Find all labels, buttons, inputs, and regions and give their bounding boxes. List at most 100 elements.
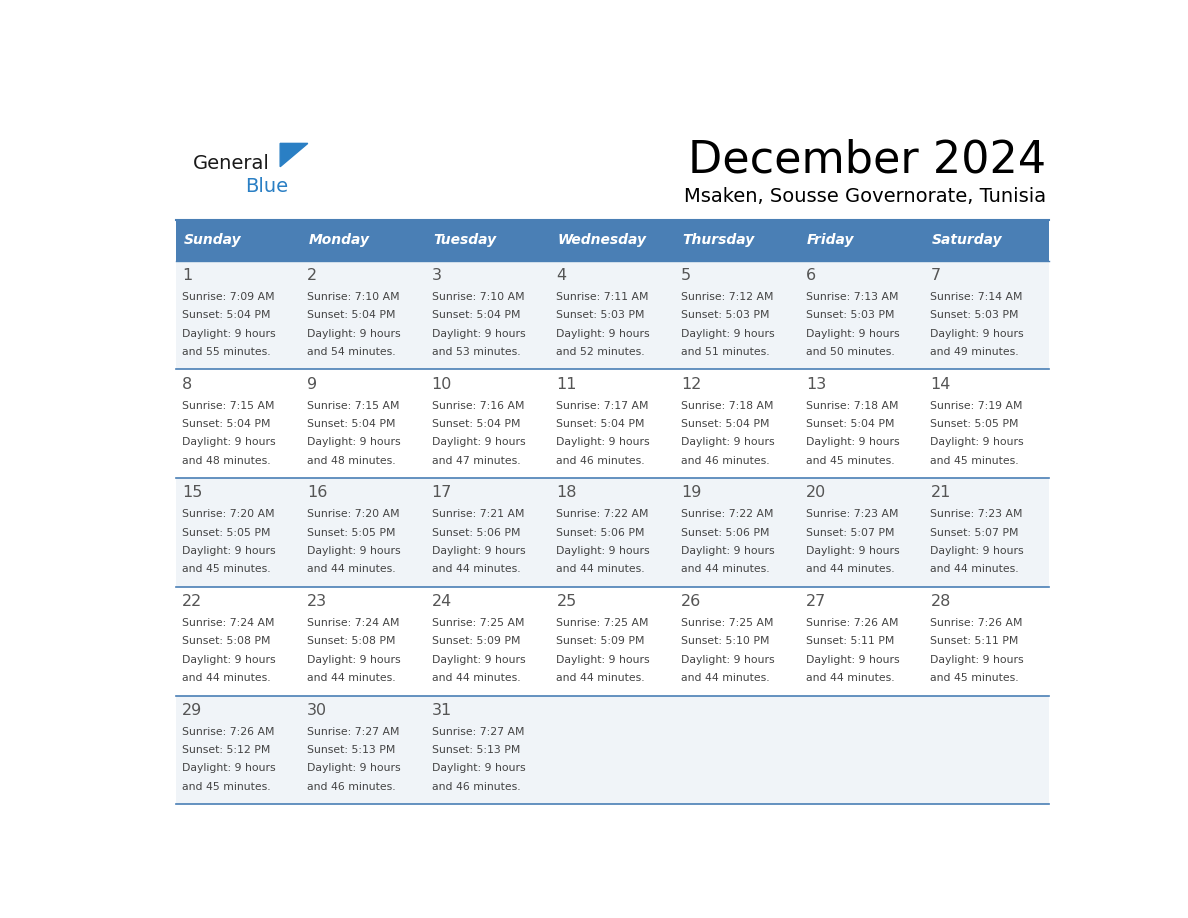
Text: 2: 2 <box>307 268 317 283</box>
FancyBboxPatch shape <box>301 587 425 696</box>
Text: 12: 12 <box>681 376 701 391</box>
Text: Daylight: 9 hours: Daylight: 9 hours <box>307 546 400 556</box>
Text: and 44 minutes.: and 44 minutes. <box>681 673 770 683</box>
Text: Tuesday: Tuesday <box>432 233 497 247</box>
FancyBboxPatch shape <box>425 478 550 587</box>
Text: Daylight: 9 hours: Daylight: 9 hours <box>182 329 276 339</box>
FancyBboxPatch shape <box>800 261 924 369</box>
FancyBboxPatch shape <box>924 478 1049 587</box>
Text: Blue: Blue <box>245 177 289 196</box>
Text: Sunset: 5:04 PM: Sunset: 5:04 PM <box>307 310 396 320</box>
Text: 20: 20 <box>805 486 826 500</box>
Text: December 2024: December 2024 <box>688 138 1047 181</box>
Text: Sunrise: 7:22 AM: Sunrise: 7:22 AM <box>556 509 649 520</box>
Text: Sunrise: 7:11 AM: Sunrise: 7:11 AM <box>556 292 649 302</box>
Text: Daylight: 9 hours: Daylight: 9 hours <box>930 546 1024 556</box>
Text: and 44 minutes.: and 44 minutes. <box>307 673 396 683</box>
Text: Sunset: 5:04 PM: Sunset: 5:04 PM <box>307 419 396 429</box>
Text: 21: 21 <box>930 486 950 500</box>
FancyBboxPatch shape <box>301 369 425 478</box>
FancyBboxPatch shape <box>675 219 800 261</box>
Text: Sunday: Sunday <box>184 233 241 247</box>
Text: and 45 minutes.: and 45 minutes. <box>182 782 271 792</box>
Text: 7: 7 <box>930 268 941 283</box>
Text: Sunset: 5:04 PM: Sunset: 5:04 PM <box>805 419 895 429</box>
Text: 9: 9 <box>307 376 317 391</box>
Text: Sunrise: 7:09 AM: Sunrise: 7:09 AM <box>182 292 274 302</box>
Text: Sunset: 5:08 PM: Sunset: 5:08 PM <box>307 636 396 646</box>
Text: 31: 31 <box>431 702 451 718</box>
Text: Sunset: 5:06 PM: Sunset: 5:06 PM <box>556 528 645 538</box>
Text: Sunset: 5:06 PM: Sunset: 5:06 PM <box>681 528 770 538</box>
Text: 6: 6 <box>805 268 816 283</box>
Text: and 54 minutes.: and 54 minutes. <box>307 347 396 357</box>
FancyBboxPatch shape <box>924 219 1049 261</box>
Text: Sunrise: 7:15 AM: Sunrise: 7:15 AM <box>307 400 399 410</box>
Text: Sunset: 5:03 PM: Sunset: 5:03 PM <box>556 310 645 320</box>
Text: Sunset: 5:04 PM: Sunset: 5:04 PM <box>182 310 271 320</box>
Text: Sunrise: 7:25 AM: Sunrise: 7:25 AM <box>431 618 524 628</box>
Text: 23: 23 <box>307 594 327 609</box>
Text: Sunrise: 7:24 AM: Sunrise: 7:24 AM <box>307 618 399 628</box>
FancyBboxPatch shape <box>675 369 800 478</box>
Text: 26: 26 <box>681 594 701 609</box>
Text: Daylight: 9 hours: Daylight: 9 hours <box>681 546 775 556</box>
Text: and 44 minutes.: and 44 minutes. <box>182 673 271 683</box>
Text: Daylight: 9 hours: Daylight: 9 hours <box>431 329 525 339</box>
Text: 27: 27 <box>805 594 826 609</box>
Text: Daylight: 9 hours: Daylight: 9 hours <box>556 655 650 665</box>
Text: Sunset: 5:05 PM: Sunset: 5:05 PM <box>182 528 271 538</box>
FancyBboxPatch shape <box>924 696 1049 804</box>
Text: Sunrise: 7:19 AM: Sunrise: 7:19 AM <box>930 400 1023 410</box>
Text: and 52 minutes.: and 52 minutes. <box>556 347 645 357</box>
Text: Sunset: 5:12 PM: Sunset: 5:12 PM <box>182 745 271 756</box>
Text: and 44 minutes.: and 44 minutes. <box>431 565 520 575</box>
Text: Sunset: 5:04 PM: Sunset: 5:04 PM <box>431 310 520 320</box>
Text: Sunset: 5:04 PM: Sunset: 5:04 PM <box>556 419 645 429</box>
FancyBboxPatch shape <box>425 369 550 478</box>
Text: Sunrise: 7:13 AM: Sunrise: 7:13 AM <box>805 292 898 302</box>
FancyBboxPatch shape <box>675 261 800 369</box>
Text: and 45 minutes.: and 45 minutes. <box>930 673 1019 683</box>
Text: and 47 minutes.: and 47 minutes. <box>431 455 520 465</box>
Text: and 45 minutes.: and 45 minutes. <box>930 455 1019 465</box>
Text: Daylight: 9 hours: Daylight: 9 hours <box>307 329 400 339</box>
Text: Sunset: 5:13 PM: Sunset: 5:13 PM <box>307 745 396 756</box>
Text: and 45 minutes.: and 45 minutes. <box>805 455 895 465</box>
Text: and 48 minutes.: and 48 minutes. <box>307 455 396 465</box>
Text: Daylight: 9 hours: Daylight: 9 hours <box>182 764 276 774</box>
Text: Sunrise: 7:18 AM: Sunrise: 7:18 AM <box>681 400 773 410</box>
Text: 15: 15 <box>182 486 203 500</box>
Text: Sunset: 5:04 PM: Sunset: 5:04 PM <box>681 419 770 429</box>
Text: Sunset: 5:05 PM: Sunset: 5:05 PM <box>307 528 396 538</box>
Text: Sunrise: 7:23 AM: Sunrise: 7:23 AM <box>930 509 1023 520</box>
Text: Sunset: 5:06 PM: Sunset: 5:06 PM <box>431 528 520 538</box>
Text: and 44 minutes.: and 44 minutes. <box>805 565 895 575</box>
Text: Sunrise: 7:25 AM: Sunrise: 7:25 AM <box>556 618 649 628</box>
Text: 8: 8 <box>182 376 192 391</box>
Text: Sunrise: 7:16 AM: Sunrise: 7:16 AM <box>431 400 524 410</box>
Text: Daylight: 9 hours: Daylight: 9 hours <box>681 437 775 447</box>
Text: Sunset: 5:03 PM: Sunset: 5:03 PM <box>681 310 770 320</box>
Text: Monday: Monday <box>309 233 369 247</box>
Text: Sunset: 5:07 PM: Sunset: 5:07 PM <box>930 528 1019 538</box>
Text: Sunrise: 7:26 AM: Sunrise: 7:26 AM <box>930 618 1023 628</box>
Text: Daylight: 9 hours: Daylight: 9 hours <box>307 437 400 447</box>
Text: Daylight: 9 hours: Daylight: 9 hours <box>431 764 525 774</box>
FancyBboxPatch shape <box>301 478 425 587</box>
Text: Sunset: 5:04 PM: Sunset: 5:04 PM <box>431 419 520 429</box>
Text: 1: 1 <box>182 268 192 283</box>
FancyBboxPatch shape <box>176 219 301 261</box>
FancyBboxPatch shape <box>176 261 301 369</box>
Text: Daylight: 9 hours: Daylight: 9 hours <box>930 655 1024 665</box>
Text: Sunset: 5:10 PM: Sunset: 5:10 PM <box>681 636 770 646</box>
FancyBboxPatch shape <box>800 587 924 696</box>
Text: and 55 minutes.: and 55 minutes. <box>182 347 271 357</box>
Text: 30: 30 <box>307 702 327 718</box>
Text: Sunrise: 7:22 AM: Sunrise: 7:22 AM <box>681 509 773 520</box>
Text: 17: 17 <box>431 486 453 500</box>
Text: and 44 minutes.: and 44 minutes. <box>307 565 396 575</box>
Text: and 48 minutes.: and 48 minutes. <box>182 455 271 465</box>
Text: Daylight: 9 hours: Daylight: 9 hours <box>681 655 775 665</box>
Text: 5: 5 <box>681 268 691 283</box>
